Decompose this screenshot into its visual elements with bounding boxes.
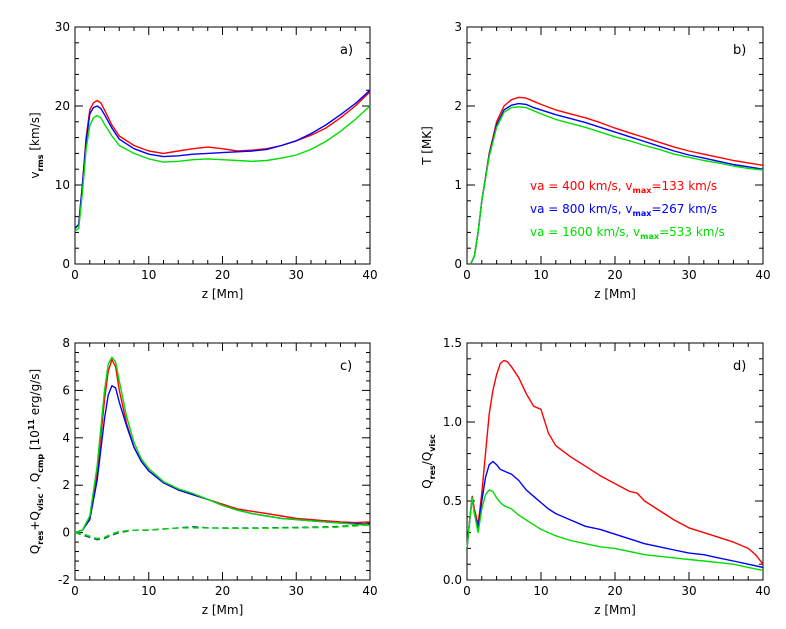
panel-b: 0 10 20 30 40 0 1 2 3 z [Mm] T [MK] b) <box>420 20 771 301</box>
x-tick-label: 0 <box>71 584 79 598</box>
series-line-va=400 <box>466 359 764 565</box>
y-axis-label-part: [10 <box>28 430 42 454</box>
x-axis-label: z [Mm] <box>594 603 636 617</box>
x-tick-label: 0 <box>463 584 471 598</box>
y-tick-label: 6 <box>62 383 70 397</box>
legend-text: va = 800 km/s, v <box>530 202 633 216</box>
x-tick-label: 20 <box>607 584 622 598</box>
series-line-cmp-400 <box>74 522 371 541</box>
y-tick-label: 1 <box>454 178 462 192</box>
y-tick-label: 1.0 <box>443 415 462 429</box>
plot-frame <box>466 342 764 581</box>
x-tick-label: 10 <box>533 584 548 598</box>
legend-sub: max <box>640 232 660 241</box>
x-tick-label: 20 <box>607 268 622 282</box>
y-axis-label-part: +Q <box>28 511 42 531</box>
y-axis-label-part: [km/s] <box>28 112 42 154</box>
y-axis-label-sub: visc <box>428 434 437 452</box>
y-axis-label: vrms [km/s] <box>28 112 45 178</box>
legend-suffix: =133 km/s <box>651 179 717 193</box>
legend-sub: max <box>633 186 653 195</box>
y-axis-label-part: v <box>28 172 42 179</box>
y-tick-label: 0 <box>62 257 70 271</box>
y-tick-label: 3 <box>454 20 462 34</box>
panel-a: 0 10 20 30 40 0 10 20 30 z [Mm] vrms [km/s] a) <box>28 20 378 301</box>
series-line-va=800 <box>74 385 371 534</box>
y-axis-label-sub: res <box>428 465 437 479</box>
legend-suffix: =533 km/s <box>659 225 725 239</box>
y-tick-label: 20 <box>55 99 70 113</box>
x-tick-label: 30 <box>681 584 696 598</box>
series-line-va=1600 <box>466 489 764 572</box>
series-line-va=1600 <box>74 356 371 534</box>
series-line-va=800 <box>74 89 371 229</box>
legend: va = 400 km/s, vmax=133 km/sva = 800 km/… <box>530 179 725 241</box>
y-axis-label-sub: 11 <box>27 419 36 431</box>
x-tick-label: 10 <box>141 268 156 282</box>
x-tick-label: 20 <box>215 268 230 282</box>
y-tick-label: -2 <box>58 573 70 587</box>
panel-tag: b) <box>733 43 746 58</box>
y-tick-label: 0.5 <box>443 494 462 508</box>
y-axis-label: Qres+Qvisc , Qcmp [1011 erg/g/s] <box>27 369 45 554</box>
y-axis-label-sub: res <box>36 530 45 544</box>
y-axis-label-part: , Q <box>28 473 42 494</box>
y-tick-label: 8 <box>62 336 70 350</box>
series-line-va=1600 <box>470 106 764 265</box>
panel-d: 0 10 20 30 40 0.0 0.5 1.0 1.5 z [Mm] Qres/Qvisc d) <box>420 336 771 617</box>
x-tick-label: 40 <box>755 268 770 282</box>
x-tick-label: 10 <box>141 584 156 598</box>
legend-text: va = 1600 km/s, v <box>530 225 640 239</box>
x-tick-label: 20 <box>215 584 230 598</box>
x-axis-label: z [Mm] <box>202 603 244 617</box>
legend-entry: va = 1600 km/s, vmax=533 km/s <box>530 225 725 241</box>
x-tick-label: 0 <box>463 268 471 282</box>
y-axis-label-part: Q <box>420 479 434 488</box>
y-axis-label: T [MK] <box>420 126 434 166</box>
x-tick-label: 0 <box>71 268 79 282</box>
y-axis-label-sub: rms <box>36 154 45 171</box>
panel-tag: c) <box>340 359 352 374</box>
x-tick-label: 30 <box>681 268 696 282</box>
y-axis-label: Qres/Qvisc <box>420 434 437 489</box>
x-tick-label: 10 <box>533 268 548 282</box>
y-tick-label: 10 <box>55 178 70 192</box>
y-tick-label: 2 <box>62 478 70 492</box>
y-tick-label: 30 <box>55 20 70 34</box>
y-tick-label: 1.5 <box>443 336 462 350</box>
panel-tag: d) <box>733 359 746 374</box>
series-line-va=800 <box>466 460 764 569</box>
x-tick-label: 40 <box>755 584 770 598</box>
x-tick-label: 40 <box>362 268 377 282</box>
series-line-va=400 <box>74 358 371 534</box>
legend-text: va = 400 km/s, v <box>530 179 633 193</box>
x-axis-label: z [Mm] <box>594 287 636 301</box>
y-tick-label: 0 <box>454 257 462 271</box>
x-axis-label: z [Mm] <box>202 287 244 301</box>
series-line-cmp-1600 <box>74 523 371 540</box>
y-axis-label-part: T [MK] <box>420 126 434 166</box>
y-axis-label-sub: visc <box>36 493 45 511</box>
legend-entry: va = 800 km/s, vmax=267 km/s <box>530 202 717 218</box>
y-axis-label-part: /Q <box>420 452 434 466</box>
legend-sub: max <box>633 209 653 218</box>
y-axis-label-part: erg/g/s] <box>28 369 42 419</box>
x-tick-label: 40 <box>362 584 377 598</box>
y-tick-label: 4 <box>62 431 70 445</box>
series-line-va=400 <box>74 91 371 229</box>
series-line-va=1600 <box>74 105 371 232</box>
x-tick-label: 30 <box>289 268 304 282</box>
y-axis-label-sub: cmp <box>36 454 45 473</box>
y-tick-label: 2 <box>454 99 462 113</box>
x-tick-label: 30 <box>289 584 304 598</box>
y-tick-label: 0 <box>62 526 70 540</box>
legend-entry: va = 400 km/s, vmax=133 km/s <box>530 179 717 195</box>
panel-tag: a) <box>340 43 353 58</box>
y-tick-label: 0.0 <box>443 573 462 587</box>
legend-suffix: =267 km/s <box>651 202 717 216</box>
y-axis-label-part: Q <box>28 545 42 554</box>
